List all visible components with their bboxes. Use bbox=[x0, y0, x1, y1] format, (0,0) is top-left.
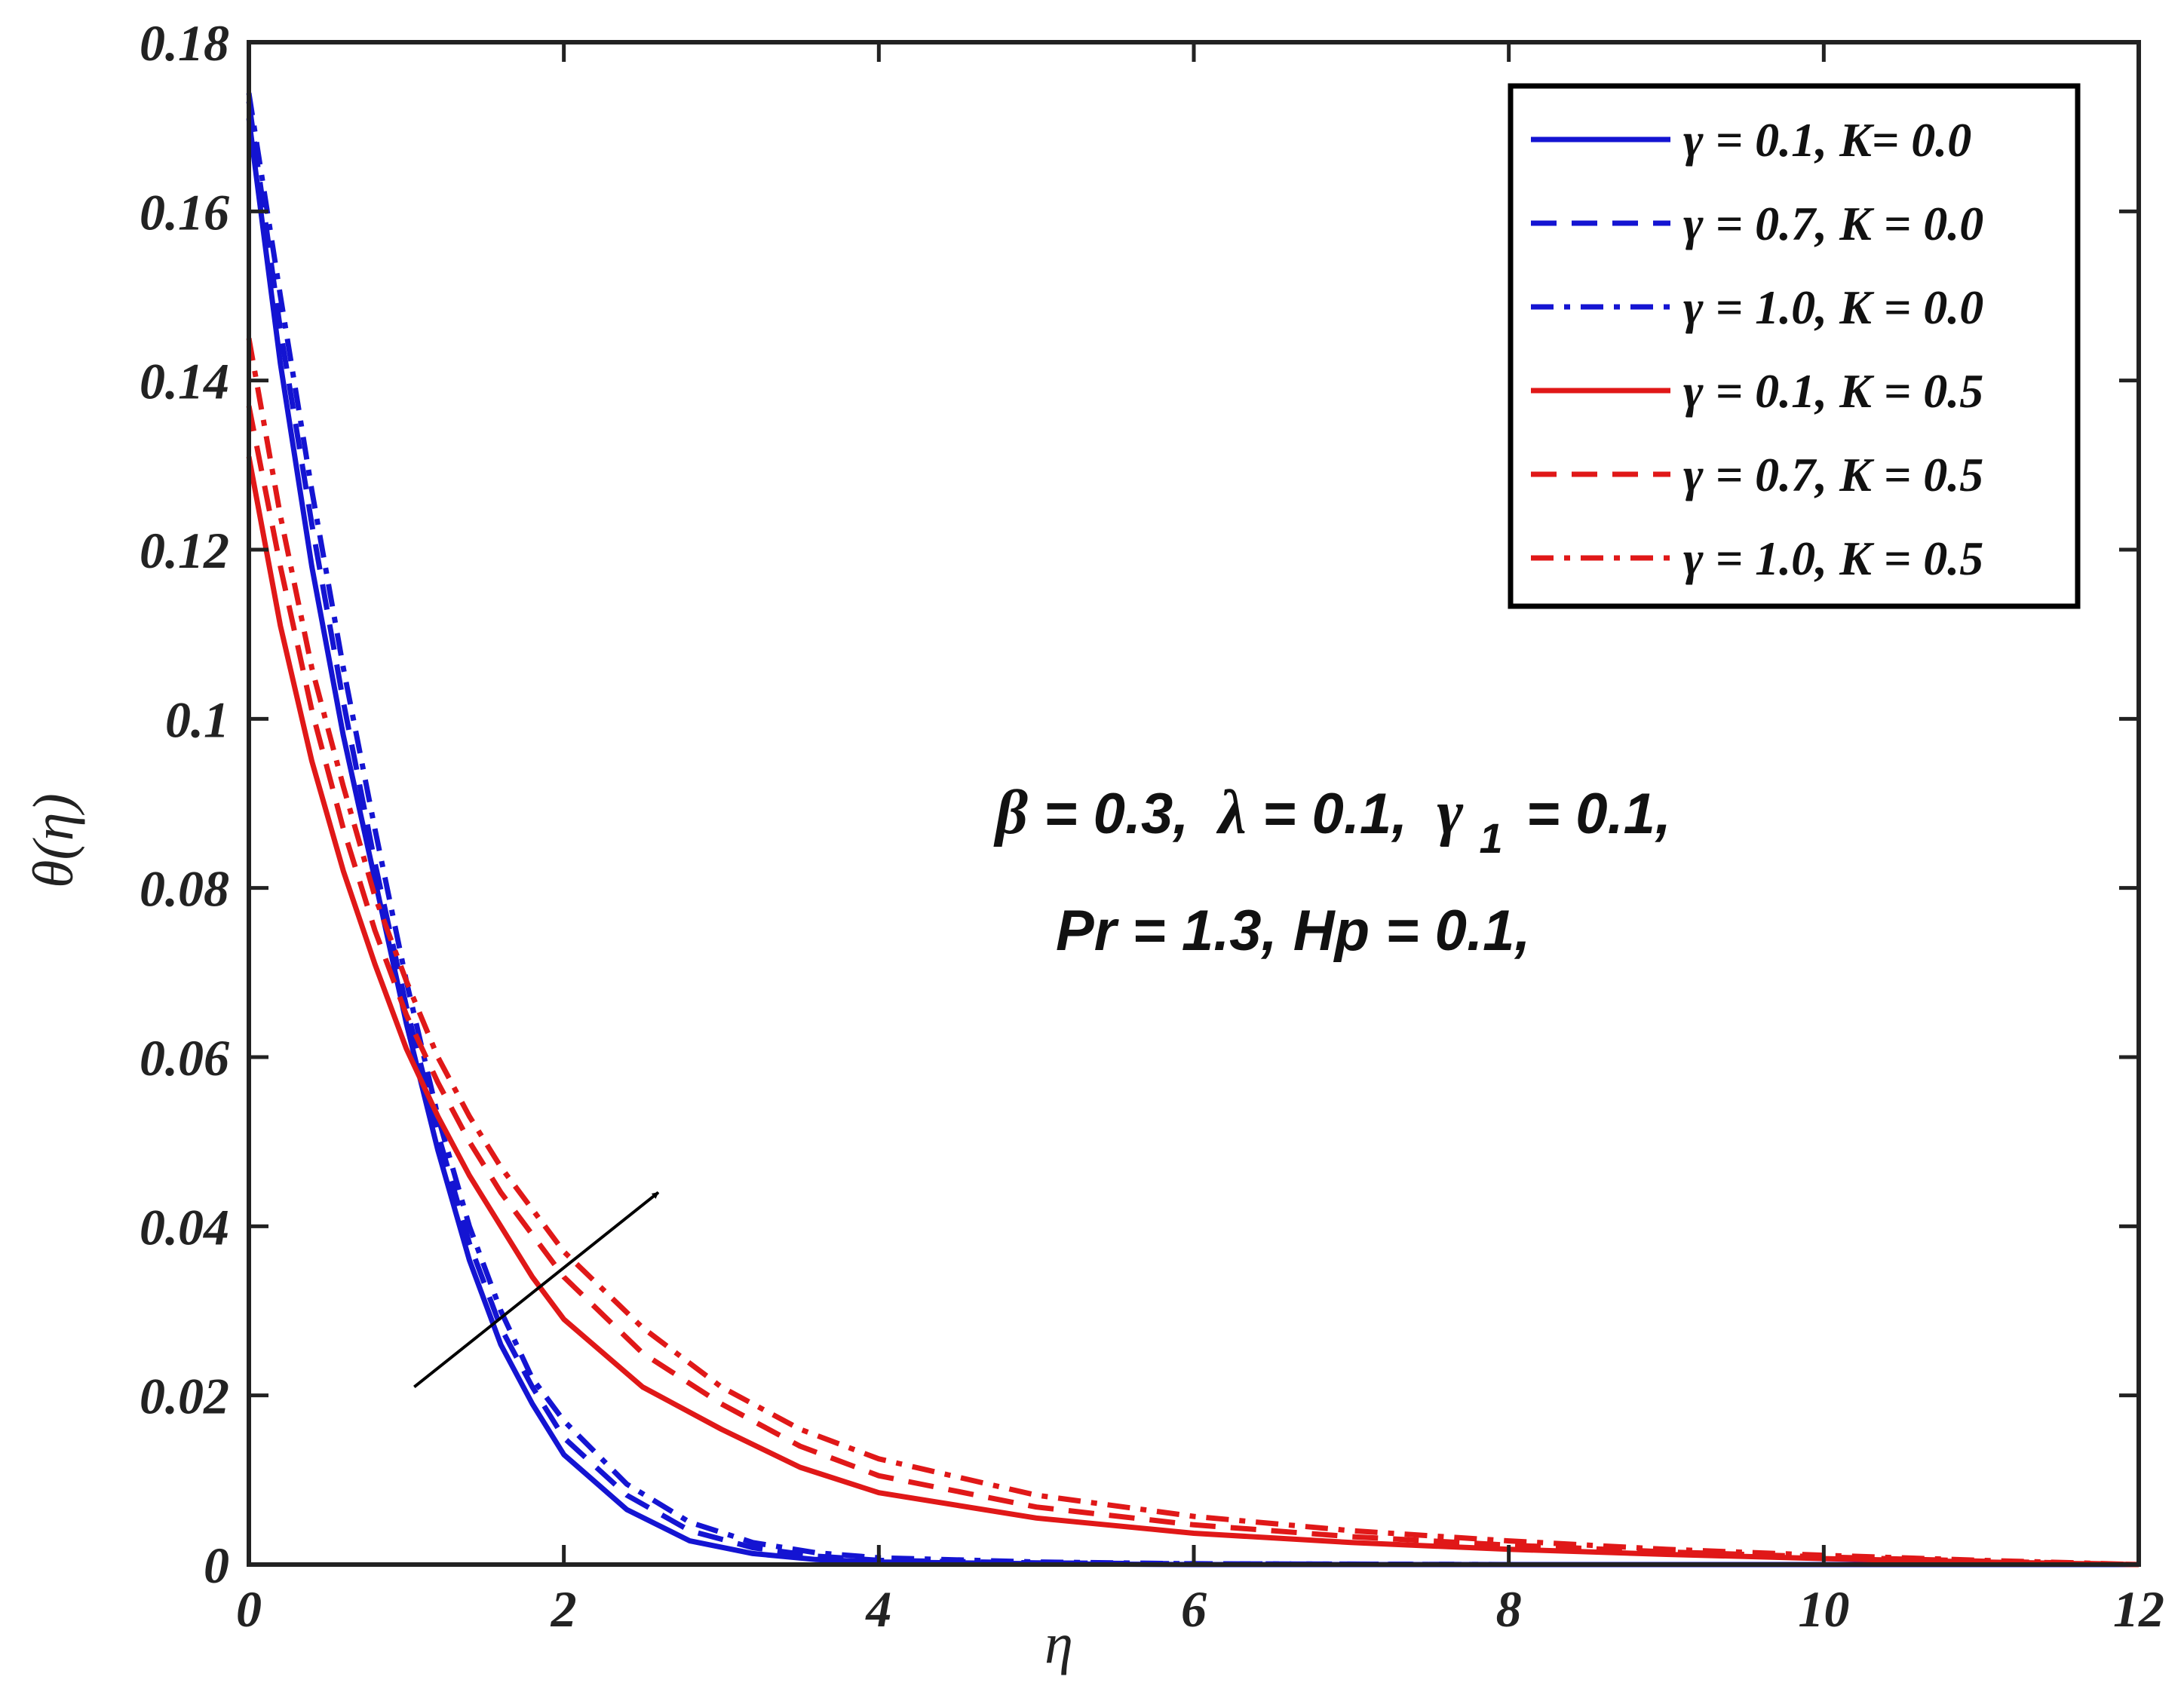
x-tick-label: 12 bbox=[2113, 1580, 2164, 1638]
y-tick-label: 0.18 bbox=[140, 14, 229, 72]
y-tick-label: 0.12 bbox=[140, 522, 229, 579]
x-axis-label: η bbox=[1044, 1612, 1073, 1675]
annotation-block: β = 0.3, λ = 0.1, γ 1 = 0.1, Pr = 1.3, H… bbox=[993, 777, 1671, 963]
series-line-4 bbox=[246, 455, 2140, 1568]
x-tick-label: 4 bbox=[864, 1580, 891, 1638]
beta-symbol: β bbox=[993, 777, 1028, 847]
y-tick-label: 0.08 bbox=[140, 860, 229, 918]
lambda-value: = 0.1, bbox=[1262, 782, 1407, 846]
trend-arrow bbox=[413, 1191, 660, 1389]
annotation-params-line2: Pr = 1.3, Hp = 0.1, bbox=[1056, 899, 1530, 963]
legend-label-4: γ = 0.1, K = 0.5 bbox=[1683, 364, 1983, 418]
legend-label-3: γ = 1.0, K = 0.0 bbox=[1683, 280, 1983, 334]
annotation-params-line1: β = 0.3, λ = 0.1, γ 1 = 0.1, bbox=[993, 777, 1671, 866]
legend-label-1: γ = 0.1, K= 0.0 bbox=[1683, 113, 1971, 167]
legend-box bbox=[1508, 83, 2081, 609]
y-axis-label: θ(η) bbox=[22, 793, 85, 888]
y-tick-label: 0.04 bbox=[140, 1198, 229, 1255]
y-tick-label: 0.16 bbox=[140, 183, 229, 241]
beta-value: = 0.3, bbox=[1044, 782, 1189, 846]
gamma-symbol: γ bbox=[1437, 777, 1463, 847]
y-tick-label: 0.14 bbox=[140, 353, 229, 410]
x-tick-label: 2 bbox=[551, 1580, 577, 1638]
x-tick-label: 8 bbox=[1496, 1580, 1522, 1638]
x-tick-label: 10 bbox=[1798, 1580, 1849, 1638]
series-line-6 bbox=[246, 337, 2140, 1568]
gamma-value: = 0.1, bbox=[1526, 782, 1671, 846]
legend-label-6: γ = 1.0, K = 0.5 bbox=[1683, 532, 1983, 585]
x-tick-label: 6 bbox=[1181, 1580, 1207, 1638]
y-tick-label: 0.02 bbox=[140, 1368, 229, 1425]
x-tick-label: 0 bbox=[236, 1580, 262, 1638]
y-tick-label: 0.06 bbox=[140, 1029, 229, 1087]
y-tick-label: 0 bbox=[204, 1537, 229, 1594]
plot-frame bbox=[247, 40, 2141, 1567]
lambda-symbol: λ bbox=[1216, 777, 1247, 847]
legend: γ = 0.1, K= 0.0 γ = 0.7, K = 0.0 γ = 1.0, … bbox=[1508, 83, 2081, 609]
series-line-2 bbox=[246, 101, 2139, 1568]
ticks-layer: 0 2 4 6 8 10 12 0 0.02 0.04 0.06 0.08 0.1 0.12 0.14 0.1… bbox=[140, 14, 2164, 1638]
y-tick-label: 0.1 bbox=[165, 691, 229, 748]
gamma-subscript: 1 bbox=[1479, 814, 1502, 862]
legend-label-5: γ = 0.7, K = 0.5 bbox=[1683, 448, 1983, 501]
legend-label-2: γ = 0.7, K = 0.0 bbox=[1683, 197, 1983, 250]
series-line-5 bbox=[246, 405, 2140, 1568]
